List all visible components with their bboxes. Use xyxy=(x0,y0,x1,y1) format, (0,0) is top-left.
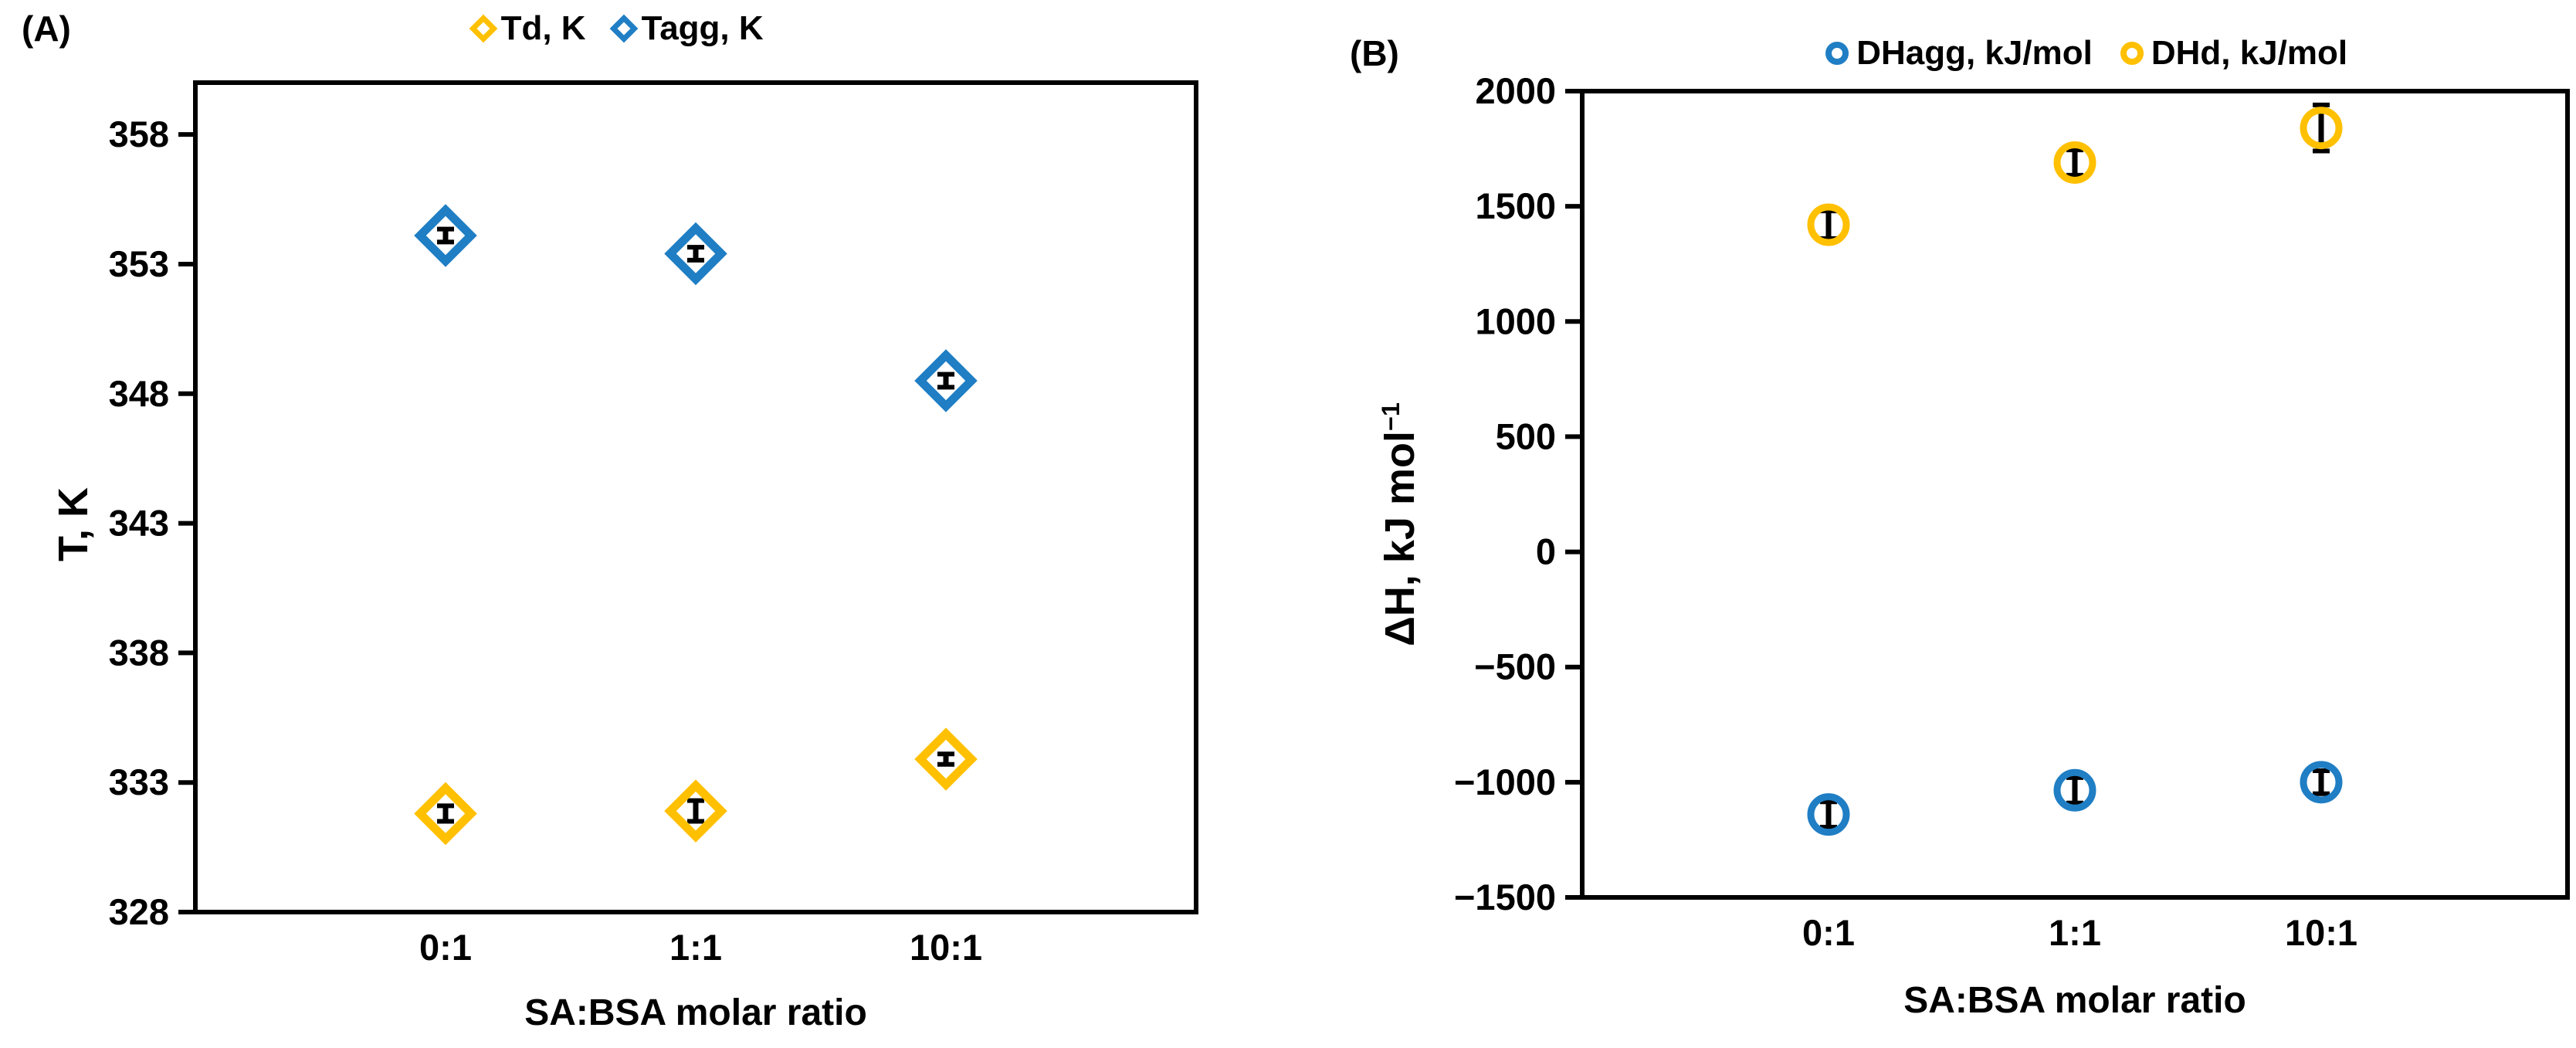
legend-label-tagg: Tagg, K xyxy=(641,9,764,47)
panel-B-x-axis-title: SA:BSA molar ratio xyxy=(1903,980,2246,1021)
x-tick-label: 10:1 xyxy=(2285,912,2357,953)
data-point-diamond xyxy=(664,222,727,286)
legend-item-dhagg: DHagg, kJ/mol xyxy=(1825,34,2093,73)
panel-B-legend: DHagg, kJ/mol DHd, kJ/mol xyxy=(1825,34,2347,73)
y-tick-label: 343 xyxy=(109,503,169,544)
data-point-circle xyxy=(1807,793,1850,836)
legend-item-tagg: Tagg, K xyxy=(609,9,764,48)
panel-A-label: (A) xyxy=(22,8,71,49)
plot-border xyxy=(1580,89,2570,900)
data-point-circle xyxy=(2300,761,2343,804)
legend-item-dhd: DHd, kJ/mol xyxy=(2120,34,2347,73)
panel-A: (A) Td, K Tagg, K T, K 328 333 338 343 348 35… xyxy=(22,8,1198,1033)
y-tick-label: −500 xyxy=(1474,646,1556,687)
y-tick-label: 500 xyxy=(1496,415,1556,456)
dhd-circle-icon xyxy=(2120,42,2144,65)
y-tick-label: 338 xyxy=(109,632,169,673)
data-point-diamond xyxy=(914,727,978,791)
y-tick-label: 348 xyxy=(109,373,169,414)
panel-A-x-axis-title: SA:BSA molar ratio xyxy=(524,992,867,1033)
data-point-diamond xyxy=(664,779,727,843)
panel-A-plot: 328 333 338 343 348 353 358 0:1 1:1 10:1 xyxy=(109,80,1198,968)
plot-border xyxy=(193,80,1198,914)
data-point-circle xyxy=(2053,768,2096,812)
y-tick-label: 1000 xyxy=(1475,300,1556,341)
x-tick-label: 10:1 xyxy=(910,927,982,968)
data-point-diamond xyxy=(414,204,477,267)
panel-A-legend: Td, K Tagg, K xyxy=(469,9,764,48)
dhagg-circle-icon xyxy=(1825,42,1849,65)
panel-B-label: (B) xyxy=(1350,33,1399,73)
legend-item-td: Td, K xyxy=(469,9,586,48)
x-tick-label: 0:1 xyxy=(1802,912,1855,953)
panel-B-plot: 2000 1500 1000 500 0 −500 −1000 −1500 0:1 1:1 10:1 xyxy=(1454,70,2570,953)
legend-label-dhagg: DHagg, kJ/mol xyxy=(1856,34,2093,72)
y-tick-label: 1500 xyxy=(1475,185,1556,226)
data-point-diamond xyxy=(914,349,978,412)
panel-B: (B) DHagg, kJ/mol DHd, kJ/mol ΔH, kJ mol… xyxy=(1288,0,2576,1048)
x-tick-label: 0:1 xyxy=(419,927,472,968)
y-tick-label: −1500 xyxy=(1454,877,1556,917)
data-point-circle xyxy=(1807,203,1850,246)
legend-label-td: Td, K xyxy=(500,9,586,47)
data-point-diamond xyxy=(414,782,477,846)
y-tick-label: −1000 xyxy=(1454,761,1556,802)
y-tick-label: 0 xyxy=(1536,531,1556,572)
y-tick-label: 358 xyxy=(109,114,169,154)
y-tick-label: 353 xyxy=(109,243,169,284)
y-tick-label: 2000 xyxy=(1475,70,1556,111)
y-tick-label: 333 xyxy=(109,761,169,802)
y-tick-label: 328 xyxy=(109,891,169,932)
data-point-circle xyxy=(2053,141,2096,184)
x-tick-label: 1:1 xyxy=(669,927,722,968)
legend-label-dhd: DHd, kJ/mol xyxy=(2151,34,2348,72)
x-tick-label: 1:1 xyxy=(2049,912,2101,953)
data-point-circle xyxy=(2300,107,2343,150)
